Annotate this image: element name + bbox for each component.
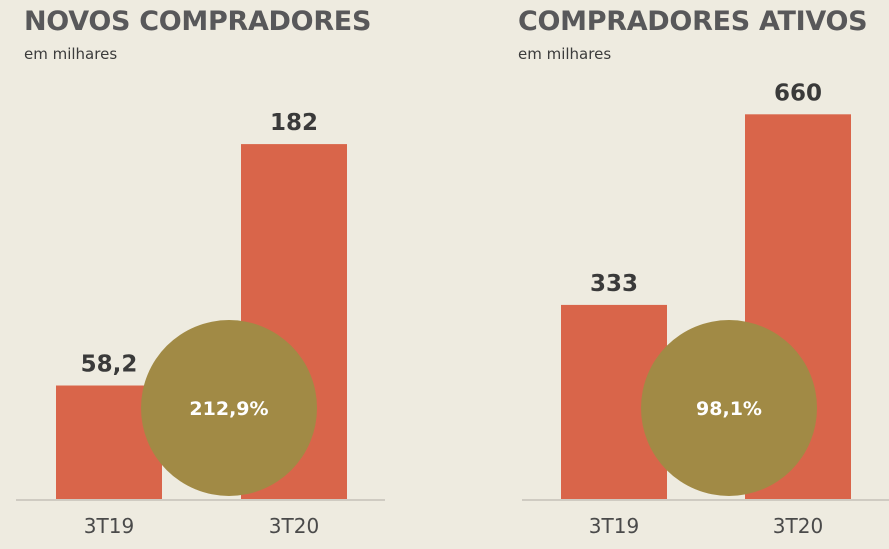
x-tick-label: 3T19: [84, 514, 134, 538]
growth-circle: [141, 320, 317, 496]
growth-circle: [641, 320, 817, 496]
chart-panel-compradores-ativos: COMPRADORES ATIVOS em milhares 333 3T19 66…: [500, 0, 889, 549]
chart-title: NOVOS COMPRADORES: [24, 6, 372, 37]
chart-panel-novos-compradores: NOVOS COMPRADORES em milhares 58,2 3T19 18…: [0, 0, 400, 549]
x-tick-label: 3T20: [269, 514, 319, 538]
data-label: 660: [774, 80, 822, 106]
bar-chart-novos-compradores: 58,2 3T19 182 3T20 212,9%: [16, 110, 385, 538]
data-label: 182: [270, 110, 318, 136]
bar-chart-compradores-ativos: 333 3T19 660 3T20 98,1%: [522, 80, 889, 538]
data-label: 333: [590, 271, 638, 297]
chart-subtitle: em milhares: [24, 45, 118, 63]
data-label: 58,2: [81, 352, 138, 378]
chart-title: COMPRADORES ATIVOS: [518, 6, 868, 37]
growth-label: 212,9%: [189, 398, 268, 420]
x-tick-label: 3T19: [589, 514, 639, 538]
growth-label: 98,1%: [696, 398, 762, 420]
chart-subtitle: em milhares: [518, 45, 612, 63]
x-tick-label: 3T20: [773, 514, 823, 538]
